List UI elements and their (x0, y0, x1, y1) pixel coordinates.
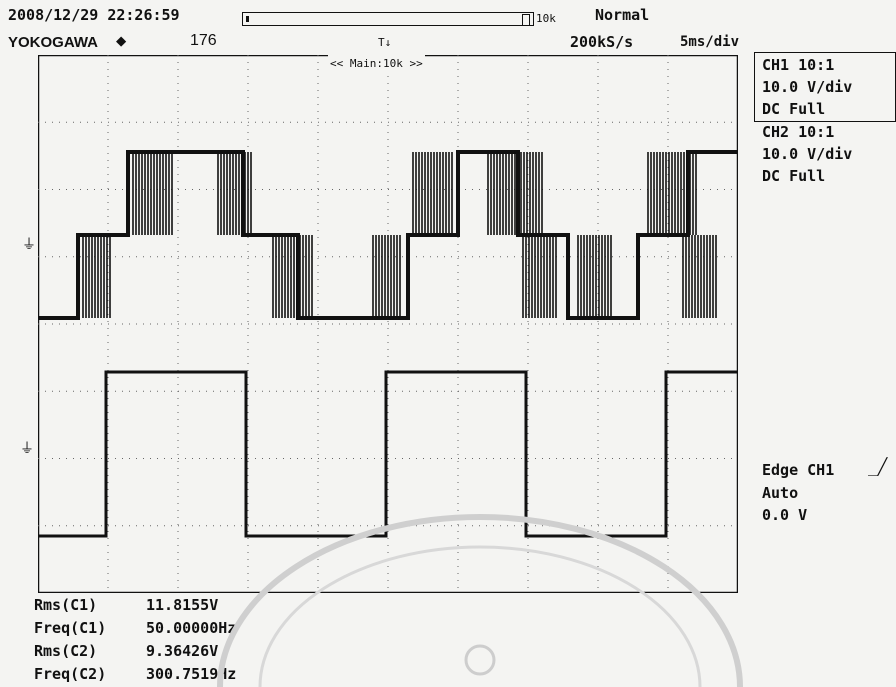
zoom-factor-label: 10k (536, 12, 556, 25)
ch1-trace (38, 150, 738, 320)
trigger-position-marker: T (378, 36, 385, 49)
waveform-display (38, 55, 738, 593)
main-window-label: << Main:10k >> (328, 55, 425, 73)
ch1-ground-marker-icon: ⏚ (22, 237, 36, 253)
trigger-level: 0.0 V (762, 506, 808, 524)
watermark-seal (217, 514, 743, 687)
ch2-vdiv: 10.0 V/div (762, 145, 853, 163)
record-count: 176 (190, 32, 217, 49)
brand-logo: YOKOGAWA (8, 34, 99, 51)
grid (38, 55, 738, 593)
sample-rate-label: 200kS/s (570, 33, 634, 51)
ch2-coupling: DC Full (762, 167, 826, 185)
ch1-stepped-wave (38, 150, 738, 320)
trigger-position-icon: T↓ (378, 36, 392, 49)
brand-diamond-icon: ◆ (116, 31, 127, 51)
zoom-position-bar[interactable] (242, 12, 534, 26)
ch2-ground-marker-icon: ⏚ (20, 441, 34, 457)
ch2-square-wave (38, 370, 738, 538)
measurement-label: Freq(C1) (34, 619, 107, 637)
measurement-value: 9.36426V (146, 642, 219, 660)
ch2-title: CH2 10:1 (762, 123, 835, 141)
datetime-readout: 2008/12/29 22:26:59 (8, 6, 180, 24)
trigger-source: Edge CH1 (762, 461, 835, 479)
measurement-label: Rms(C1) (34, 596, 98, 614)
measurement-label: Freq(C2) (34, 665, 107, 683)
ch2-trace (38, 370, 738, 538)
measurement-label: Rms(C2) (34, 642, 98, 660)
ch1-title: CH1 10:1 (762, 56, 835, 74)
trigger-auto-mode: Auto (762, 484, 799, 502)
timebase-label: 5ms/div (680, 34, 740, 50)
ch1-coupling: DC Full (762, 100, 826, 118)
measurement-value: 11.8155V (146, 596, 219, 614)
rising-edge-icon: _╱ (868, 457, 888, 476)
measurement-value: 300.7519Hz (146, 665, 237, 683)
ch1-vdiv: 10.0 V/div (762, 78, 853, 96)
trigger-mode-label: Normal (595, 6, 650, 24)
measurement-value: 50.00000Hz (146, 619, 237, 637)
